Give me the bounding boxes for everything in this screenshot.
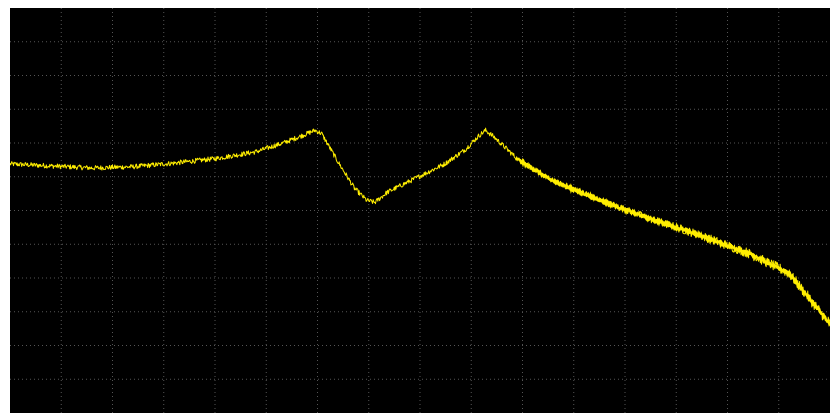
spectrum-trace-band	[517, 157, 830, 327]
spectrum-trace	[10, 127, 830, 324]
trace-layer	[10, 127, 830, 327]
spectrum-plot	[10, 8, 830, 413]
spectrum-display	[10, 8, 830, 413]
grid	[10, 8, 830, 413]
